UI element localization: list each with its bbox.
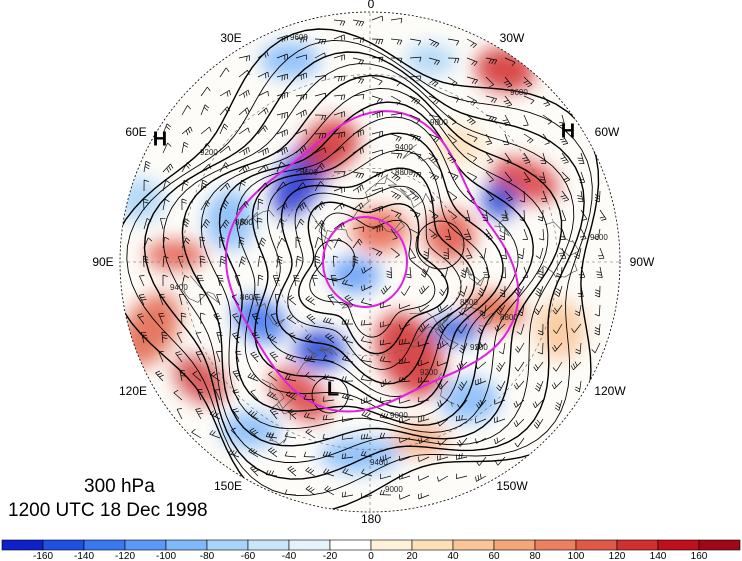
colorbar-swatch (698, 539, 741, 551)
colorbar-tick: -60 (241, 551, 256, 561)
colorbar-swatch (657, 539, 700, 551)
colorbar-tick: 160 (691, 551, 708, 561)
colorbar-swatch (42, 539, 85, 551)
colorbar-tick: 100 (568, 551, 585, 561)
lon-label: 90W (630, 255, 655, 269)
colorbar-swatch (165, 539, 208, 551)
longitude-labels: 0 30W 60W 90W 120W 150W 180 150E 120E 90E 60E 30E (92, 0, 655, 526)
colorbar-swatch (452, 539, 495, 551)
colorbar-tick: 140 (650, 551, 667, 561)
colorbar-swatch (575, 539, 618, 551)
high-center: H (153, 128, 167, 150)
contour-label: 9400 (370, 458, 388, 467)
contour-label: 8800 (500, 313, 518, 322)
colorbar-tick: -80 (200, 551, 215, 561)
lon-label: 120W (594, 384, 626, 398)
contour-label: 9600 (290, 33, 308, 42)
wind-barbs (137, 15, 607, 500)
colorbar-swatch (616, 539, 659, 551)
lon-label: 0 (368, 0, 375, 11)
lon-label: 60E (125, 125, 146, 139)
lon-label: 150W (496, 479, 528, 493)
contour-label: 9400 (395, 143, 413, 152)
colorbar-tick: -140 (74, 551, 94, 561)
contour-labels: 9600 9600 9000 9400 8800 8600 8800 9400 8600 8800… (170, 33, 608, 494)
colorbar-tick: -20 (323, 551, 338, 561)
level-label: 300 hPa (84, 476, 155, 497)
contour-label: 9000 (390, 411, 408, 420)
high-center: H (561, 120, 575, 142)
contour-label: 8600 (300, 168, 318, 177)
map-boundary (119, 11, 621, 513)
low-center: L (327, 378, 339, 400)
contour-label: 9400 (170, 283, 188, 292)
colorbar-tick: 60 (488, 551, 500, 561)
colorbar-tick: 20 (406, 551, 418, 561)
colorbar-tick: -160 (33, 551, 53, 561)
contour-label: 8600 (240, 293, 258, 302)
contour-label: 9000 (430, 118, 448, 127)
lon-label: 180 (361, 512, 381, 526)
contour-label: 8800 (460, 298, 478, 307)
lon-label: 150E (214, 479, 242, 493)
colorbar-tick: 40 (447, 551, 459, 561)
colorbar-swatch (329, 539, 372, 551)
colorbar-tick: 80 (529, 551, 541, 561)
colorbar-swatch (83, 539, 126, 551)
contour-label: 9600 (510, 88, 528, 97)
magenta-contours (224, 110, 520, 413)
colorbar: -160 -140 -120 -100 -80 -60 -40 -20 0 20 40 60 80 100… (1, 539, 741, 561)
contour-label: 9000 (385, 485, 403, 494)
colorbar-tick: -120 (115, 551, 135, 561)
pressure-centers: H H L (153, 120, 575, 400)
colorbar-swatch (411, 539, 454, 551)
datetime-label: 1200 UTC 18 Dec 1998 (8, 500, 208, 521)
contour-label: 8800 (235, 218, 253, 227)
contour-label: 9200 (200, 148, 218, 157)
lon-label: 60W (595, 125, 620, 139)
colorbar-swatch (206, 539, 249, 551)
colorbar-tick: 120 (609, 551, 626, 561)
colorbar-tick: -100 (156, 551, 176, 561)
lon-label: 30W (500, 31, 525, 45)
colorbar-swatch (534, 539, 577, 551)
lon-label: 90E (92, 255, 113, 269)
colorbar-swatch (124, 539, 167, 551)
colorbar-tick: -40 (282, 551, 297, 561)
polar-map: 9600 9600 9000 9400 8800 8600 8800 9400 8600 8800… (92, 0, 655, 526)
colorbar-swatch (288, 539, 331, 551)
colorbar-swatch (1, 539, 44, 551)
colorbar-swatch (493, 539, 536, 551)
contour-label: 9200 (420, 368, 438, 377)
contour-label: 9600 (590, 233, 608, 242)
lat-lon-grid (120, 12, 620, 512)
colorbar-swatch (247, 539, 290, 551)
colorbar-swatch (370, 539, 413, 551)
contour-label: 9200 (470, 343, 488, 352)
colorbar-tick: 0 (368, 551, 374, 561)
contour-label: 8800 (395, 168, 413, 177)
lon-label: 120E (119, 384, 147, 398)
lon-label: 30E (220, 31, 241, 45)
